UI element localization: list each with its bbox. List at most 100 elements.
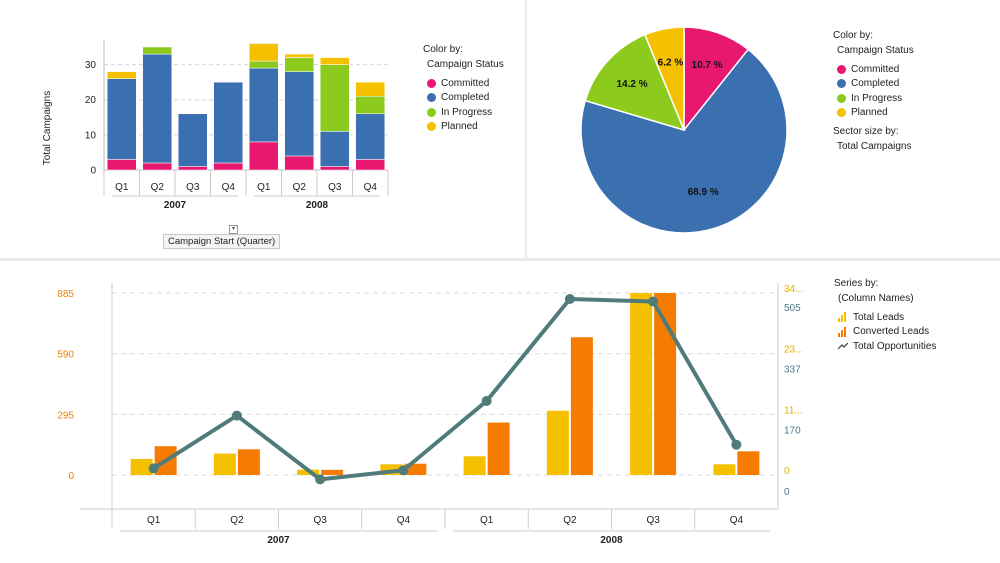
bar-segment bbox=[248, 67, 279, 143]
bar-segment bbox=[319, 131, 350, 167]
right-y-tick-label-leads: 0 bbox=[784, 466, 790, 477]
line-point bbox=[481, 396, 492, 407]
bar-segment bbox=[142, 162, 173, 171]
x-tick-label: Q1 bbox=[480, 515, 494, 526]
bar-converted-leads bbox=[570, 337, 593, 475]
bar-legend: Color by: Campaign Status Committed Compl… bbox=[423, 44, 504, 134]
line-point bbox=[148, 463, 159, 474]
x-tick-label: Q3 bbox=[328, 182, 342, 193]
legend-item[interactable]: Converted Leads bbox=[838, 325, 936, 340]
bar-segment bbox=[248, 43, 279, 62]
legend-item[interactable]: In Progress bbox=[427, 105, 504, 120]
legend-item[interactable]: Committed bbox=[837, 62, 914, 77]
pie-slice bbox=[643, 26, 685, 131]
legend-item[interactable]: Planned bbox=[427, 120, 504, 135]
line-point bbox=[231, 410, 242, 421]
legend-item[interactable]: Completed bbox=[427, 91, 504, 106]
group-label: 2007 bbox=[164, 200, 187, 211]
x-tick-label: Q2 bbox=[563, 515, 577, 526]
y-tick-label: 30 bbox=[85, 60, 97, 71]
legend-item[interactable]: Completed bbox=[837, 77, 914, 92]
bar-total-leads bbox=[630, 293, 653, 475]
legend-swatch-icon bbox=[838, 312, 848, 323]
bar-segment bbox=[319, 166, 350, 171]
legend-swatch-icon bbox=[837, 108, 846, 118]
bar-segment bbox=[284, 155, 315, 171]
pie-slice bbox=[580, 48, 788, 234]
legend-label: In Progress bbox=[441, 106, 493, 118]
group-label: 2008 bbox=[306, 200, 329, 211]
left-y-tick-label: 0 bbox=[68, 471, 74, 482]
right-y-tick-label-opps: 0 bbox=[784, 487, 790, 498]
bar-segment bbox=[355, 113, 386, 160]
right-y-tick-label-leads: 23... bbox=[784, 345, 803, 356]
combo-panel: 0 295 590 885 0 11... 23... 34... 0 170 337 505 Q1 Q2… bbox=[0, 261, 1000, 563]
bar-legend-subtitle: Campaign Status bbox=[427, 59, 504, 70]
bar-segment bbox=[106, 78, 137, 160]
legend-label: Planned bbox=[441, 121, 478, 133]
legend-label: Committed bbox=[441, 77, 490, 89]
legend-swatch-icon bbox=[837, 93, 846, 103]
legend-label: Committed bbox=[851, 63, 900, 75]
x-tick-label: Q4 bbox=[222, 182, 236, 193]
x-tick-label: Q2 bbox=[293, 182, 307, 193]
right-y-tick-label-opps: 170 bbox=[784, 426, 801, 437]
legend-item[interactable]: Total Leads bbox=[838, 310, 936, 325]
pie-legend-subtitle: Campaign Status bbox=[837, 45, 914, 56]
x-tick-label: Q1 bbox=[147, 515, 161, 526]
bar-converted-leads bbox=[737, 451, 760, 475]
bar-segment bbox=[248, 141, 279, 171]
legend-item[interactable]: In Progress bbox=[837, 91, 914, 106]
bar-segment bbox=[177, 166, 208, 171]
pie-size-subtitle: Total Campaigns bbox=[837, 141, 912, 152]
bar-segment bbox=[355, 95, 386, 115]
line-point bbox=[648, 296, 659, 307]
pie-data-label: 10.7 % bbox=[692, 60, 723, 71]
pie-legend-title: Color by: bbox=[833, 30, 874, 41]
pie-chart: 10.7 % 68.9 % 14.2 % 6.2 % bbox=[580, 26, 788, 234]
x-axis-selector-button[interactable]: Campaign Start (Quarter) bbox=[163, 234, 281, 249]
bar-converted-leads bbox=[487, 422, 510, 475]
stacked-bar-panel: 0 10 20 30 Total Campaigns Q1 Q2 Q3 Q4 Q1 Q2 Q3 Q4 20… bbox=[0, 0, 525, 258]
bar-converted-leads bbox=[321, 469, 344, 475]
legend-item[interactable]: Total Opportunities bbox=[837, 339, 937, 354]
legend-swatch-icon bbox=[427, 122, 436, 132]
x-tick-label: Q4 bbox=[730, 515, 744, 526]
combo-chart: 0 295 590 885 0 11... 23... 34... 0 170 337 505 Q1 Q2… bbox=[57, 283, 803, 546]
left-y-tick-label: 590 bbox=[57, 350, 74, 361]
y-tick-label: 0 bbox=[90, 166, 96, 177]
group-label: 2007 bbox=[267, 535, 290, 546]
bar-segment bbox=[142, 53, 173, 164]
stacked-bar-chart: 0 10 20 30 Total Campaigns Q1 Q2 Q3 Q4 Q1 Q2 Q3 Q4 20… bbox=[42, 40, 389, 211]
x-tick-label: Q2 bbox=[151, 182, 165, 193]
bar-segment bbox=[284, 53, 315, 58]
right-y-tick-label-leads: 11... bbox=[784, 405, 803, 416]
x-tick-label: Q1 bbox=[257, 182, 271, 193]
x-tick-label: Q4 bbox=[364, 182, 378, 193]
line-point bbox=[731, 439, 742, 450]
bar-segment bbox=[355, 159, 386, 171]
legend-label: Total Opportunities bbox=[853, 340, 937, 352]
bar-total-leads bbox=[546, 410, 569, 475]
combo-legend-title: Series by: bbox=[834, 278, 879, 289]
combo-legend-subtitle: (Column Names) bbox=[838, 293, 914, 304]
bar-segment bbox=[319, 64, 350, 132]
bar-converted-leads bbox=[654, 293, 677, 475]
legend-swatch-icon bbox=[837, 79, 846, 89]
right-y-tick-label-leads: 34... bbox=[784, 284, 803, 295]
x-tick-label: Q2 bbox=[230, 515, 244, 526]
legend-item[interactable]: Committed bbox=[427, 76, 504, 91]
legend-swatch-icon bbox=[837, 341, 849, 351]
right-y-tick-label-opps: 505 bbox=[784, 303, 801, 314]
pie-legend: Color by: Campaign Status Committed Compl… bbox=[833, 30, 914, 158]
bar-segment bbox=[213, 81, 244, 164]
line-total-opportunities bbox=[152, 297, 739, 482]
bar-segment bbox=[213, 162, 244, 171]
pie-data-label: 14.2 % bbox=[616, 79, 647, 90]
legend-item[interactable]: Planned bbox=[837, 106, 914, 121]
legend-label: Planned bbox=[851, 107, 888, 119]
legend-swatch-icon bbox=[837, 64, 846, 74]
pie-slice bbox=[683, 26, 750, 133]
axis-selector-icon[interactable]: ▾ bbox=[229, 225, 238, 234]
pie-size-title: Sector size by: bbox=[833, 126, 899, 137]
